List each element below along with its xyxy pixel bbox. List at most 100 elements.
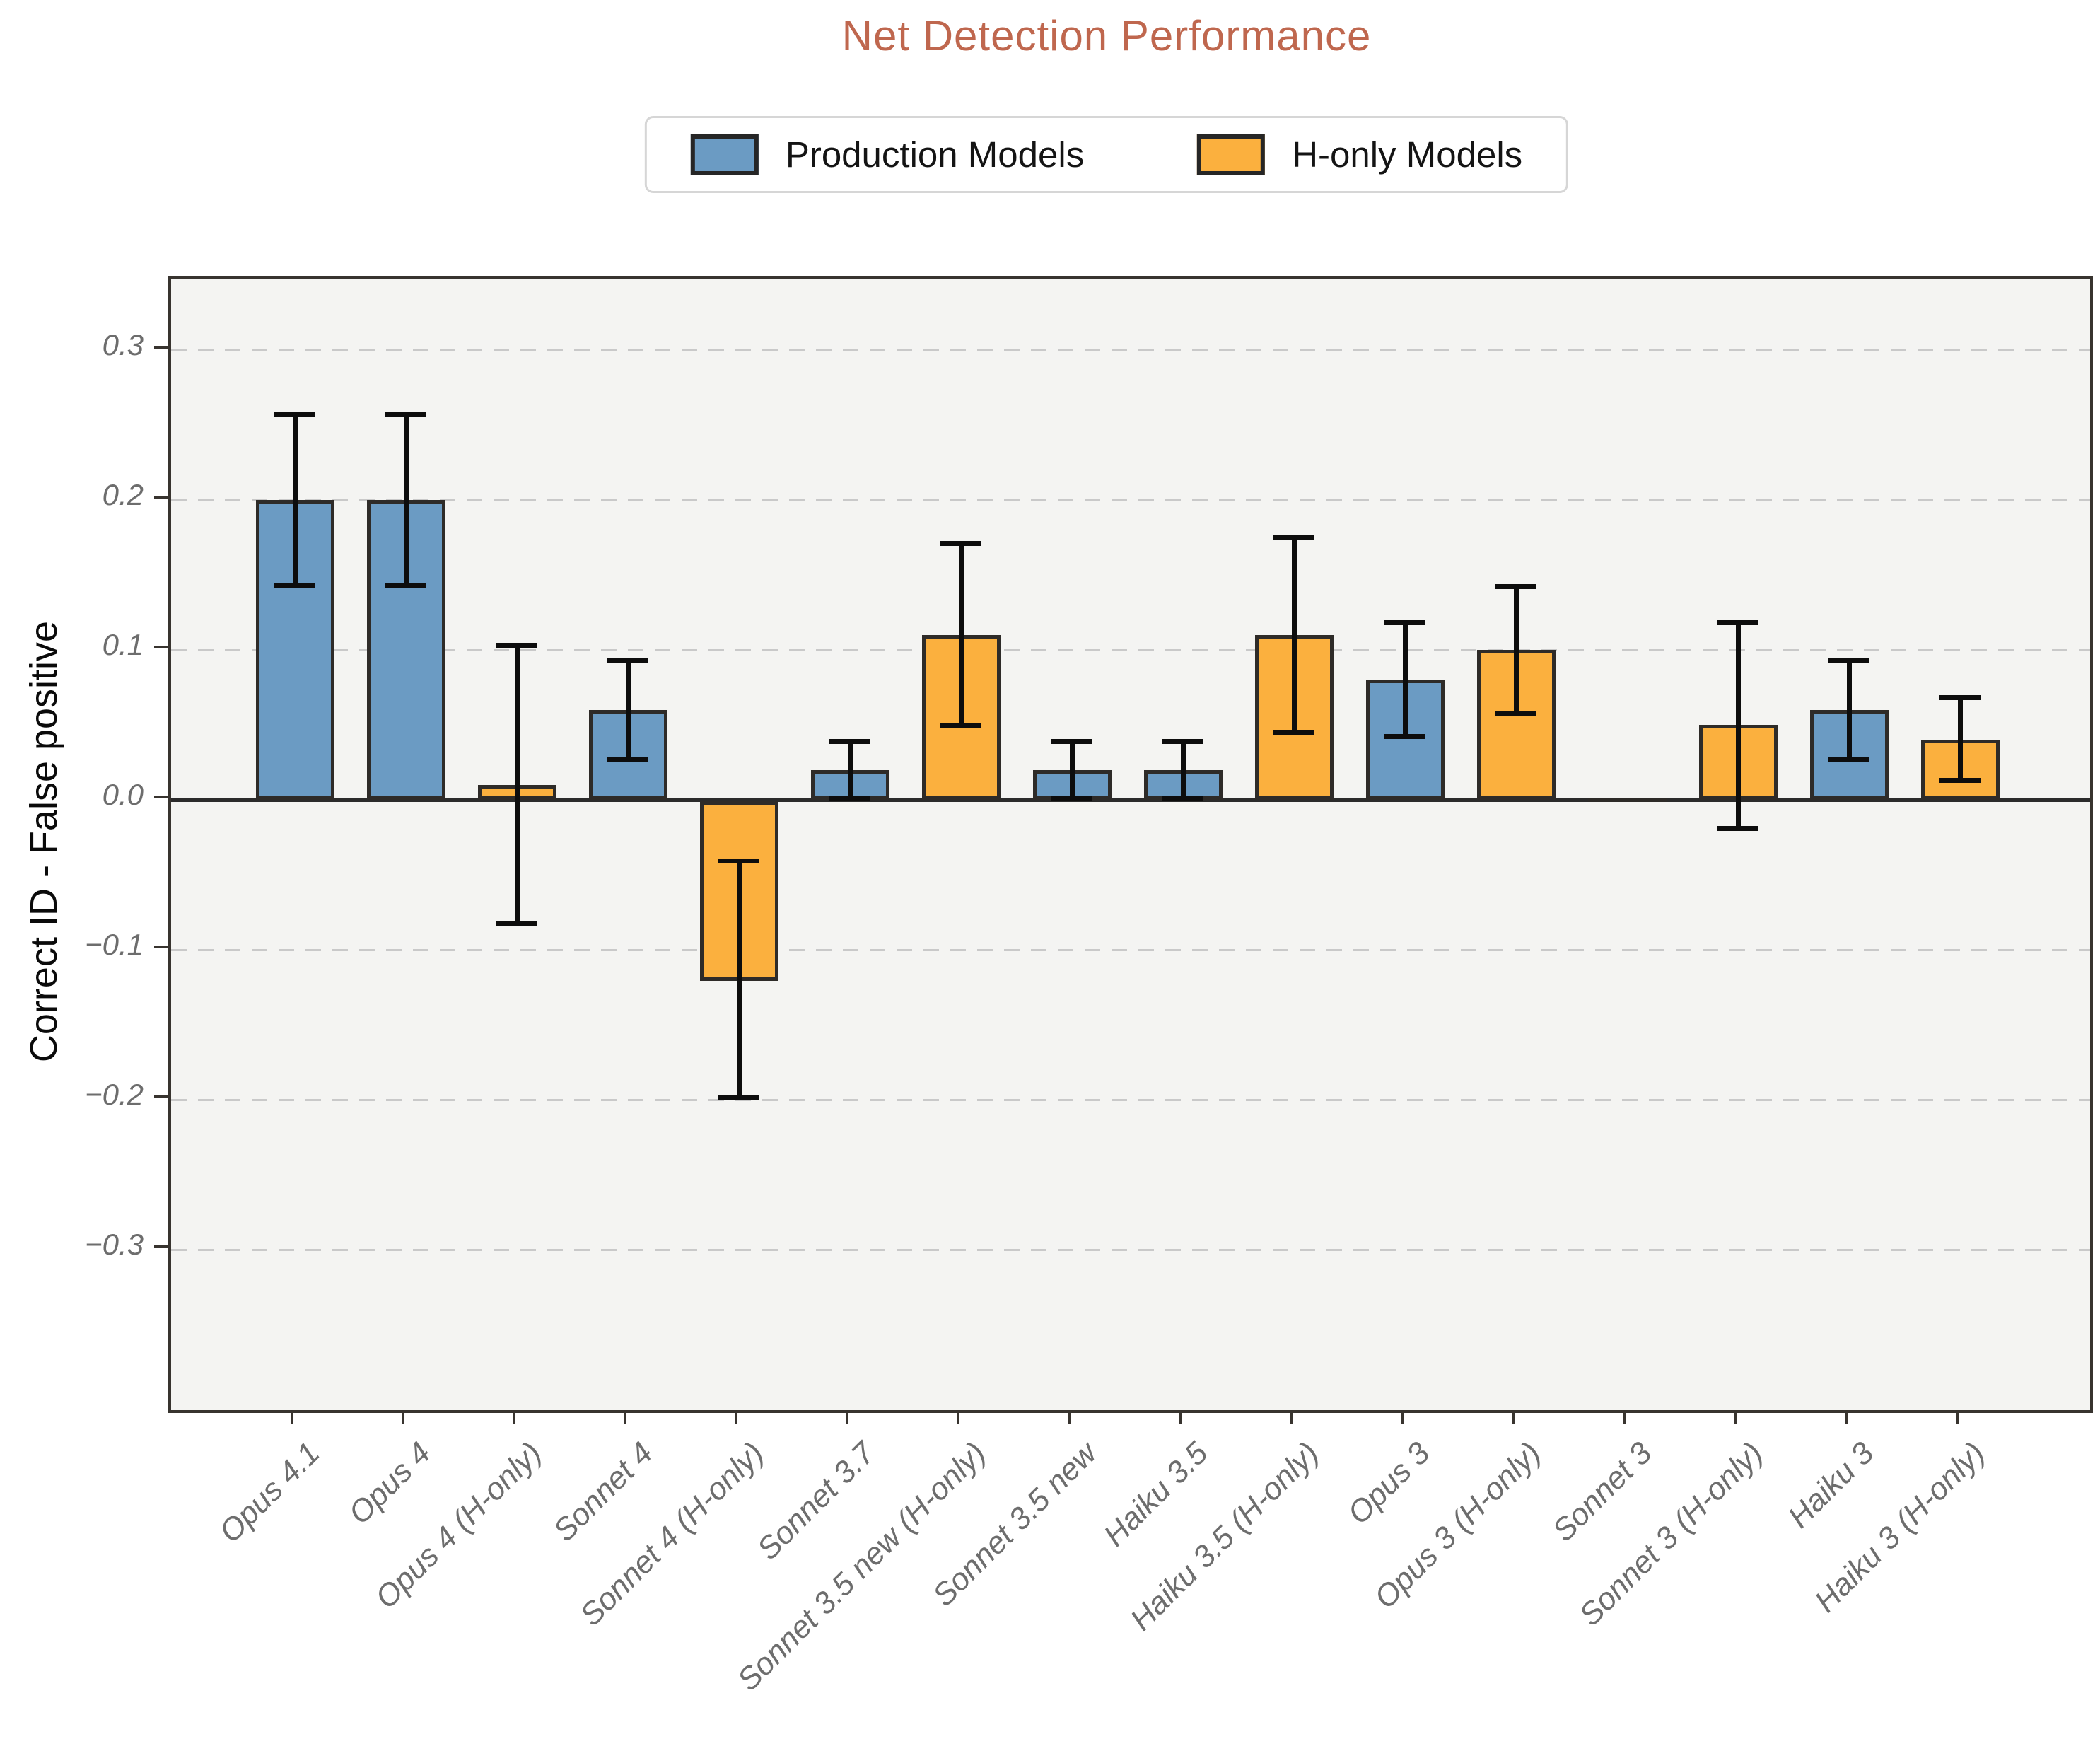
error-cap-top-haiku-3-h-only — [1939, 695, 1981, 701]
legend-swatch-production — [690, 134, 759, 175]
x-tick-label-haiku-3: Haiku 3 — [1781, 1436, 1881, 1535]
error-bar-opus-3 — [1402, 622, 1408, 737]
error-cap-top-haiku-3 — [1828, 658, 1869, 663]
x-tick-label-sonnet-4-h-only: Sonnet 4 (H-only) — [573, 1436, 771, 1633]
error-cap-top-opus-4.1 — [274, 412, 315, 417]
error-bar-sonnet-3.7 — [847, 741, 853, 798]
error-cap-top-sonnet-4 — [607, 658, 648, 663]
error-cap-bottom-sonnet-3-h-only — [1717, 825, 1758, 831]
x-tick-mark — [846, 1410, 848, 1424]
error-bar-haiku-3-h-only — [1957, 697, 1963, 781]
error-cap-bottom-opus-4 — [385, 583, 426, 588]
x-tick-label-haiku-3.5: Haiku 3.5 — [1097, 1436, 1215, 1554]
x-tick-mark — [957, 1410, 959, 1424]
error-bar-sonnet-4-h-only — [736, 861, 742, 1098]
x-tick-label-opus-4.1: Opus 4.1 — [212, 1436, 327, 1549]
y-tick-label: 0.3 — [102, 328, 144, 361]
gridline-y-minus-0.3 — [171, 1249, 2090, 1251]
gridline-y-0.1 — [171, 649, 2090, 651]
error-cap-top-opus-3 — [1384, 620, 1425, 626]
error-cap-bottom-sonnet-4-h-only — [718, 1095, 759, 1101]
legend-label: H-only Models — [1292, 134, 1523, 175]
error-cap-bottom-sonnet-4 — [607, 757, 648, 762]
gridline-y-0.3 — [171, 349, 2090, 351]
error-cap-bottom-opus-3 — [1384, 734, 1425, 740]
error-bar-opus-4 — [403, 414, 409, 586]
zero-line — [171, 798, 2090, 802]
x-tick-mark — [1956, 1410, 1959, 1424]
x-tick-mark — [1068, 1410, 1071, 1424]
y-tick-label: 0.2 — [102, 478, 144, 511]
error-bar-haiku-3.5-h-only — [1291, 537, 1297, 733]
y-tick-mark — [154, 496, 168, 499]
error-cap-top-opus-4 — [385, 412, 426, 417]
error-cap-bottom-sonnet-3.5-new — [1051, 796, 1092, 801]
y-tick-mark — [154, 646, 168, 648]
x-tick-mark — [1290, 1410, 1293, 1424]
plot-area — [168, 276, 2093, 1413]
error-cap-top-sonnet-3-h-only — [1717, 620, 1758, 626]
error-cap-bottom-opus-4.1 — [274, 583, 315, 588]
error-cap-top-sonnet-3.5-new-h-only — [940, 540, 981, 546]
y-tick-label: −0.2 — [85, 1078, 144, 1111]
legend-swatch-h_only — [1197, 134, 1266, 175]
error-cap-top-sonnet-4-h-only — [718, 859, 759, 864]
error-cap-bottom-haiku-3 — [1828, 757, 1869, 762]
error-cap-top-opus-4-h-only — [496, 643, 537, 648]
x-tick-label-sonnet-3: Sonnet 3 — [1546, 1436, 1659, 1549]
y-tick-label: 0.0 — [102, 778, 144, 811]
x-tick-mark — [1401, 1410, 1404, 1424]
y-tick-label: −0.1 — [85, 928, 144, 961]
error-bar-opus-3-h-only — [1513, 586, 1519, 714]
error-cap-bottom-haiku-3-h-only — [1939, 777, 1981, 783]
gridline-y-0.2 — [171, 499, 2090, 501]
x-tick-label-sonnet-3-h-only: Sonnet 3 (H-only) — [1573, 1436, 1770, 1633]
error-bar-haiku-3.5 — [1180, 741, 1186, 798]
error-cap-top-opus-3-h-only — [1495, 584, 1536, 590]
x-tick-mark — [1845, 1410, 1848, 1424]
y-tick-mark — [154, 346, 168, 349]
x-tick-label-opus-4: Opus 4 — [342, 1436, 438, 1531]
y-tick-mark — [154, 1245, 168, 1248]
error-cap-bottom-sonnet-3.5-new-h-only — [940, 722, 981, 728]
x-tick-mark — [291, 1410, 293, 1424]
legend-item-production: Production Models — [690, 134, 1085, 175]
error-bar-sonnet-3-h-only — [1735, 622, 1741, 829]
x-tick-mark — [1734, 1410, 1737, 1424]
y-tick-mark — [154, 796, 168, 798]
legend-label: Production Models — [785, 134, 1085, 175]
x-tick-mark — [1623, 1410, 1626, 1424]
legend-item-h_only: H-only Models — [1197, 134, 1522, 175]
error-cap-bottom-haiku-3.5 — [1162, 796, 1203, 801]
error-cap-top-haiku-3.5-h-only — [1273, 535, 1314, 540]
error-cap-bottom-haiku-3.5-h-only — [1273, 730, 1314, 735]
y-tick-mark — [154, 946, 168, 948]
error-cap-bottom-sonnet-3.7 — [829, 796, 870, 801]
bar-sonnet-3 — [1587, 798, 1667, 802]
x-tick-mark — [513, 1410, 515, 1424]
x-tick-mark — [1512, 1410, 1515, 1424]
x-tick-mark — [624, 1410, 626, 1424]
error-cap-top-haiku-3.5 — [1162, 738, 1203, 744]
y-tick-mark — [154, 1095, 168, 1098]
error-cap-top-sonnet-3.5-new — [1051, 738, 1092, 744]
x-tick-mark — [735, 1410, 737, 1424]
y-tick-label: 0.1 — [102, 628, 144, 661]
chart-title: Net Detection Performance — [841, 12, 1372, 59]
x-tick-label-sonnet-4: Sonnet 4 — [547, 1436, 660, 1549]
error-bar-opus-4-h-only — [514, 645, 520, 924]
x-tick-mark — [402, 1410, 404, 1424]
gridline-y-minus-0.1 — [171, 949, 2090, 951]
x-tick-label-haiku-3.5-h-only: Haiku 3.5 (H-only) — [1124, 1436, 1326, 1638]
error-bar-haiku-3 — [1846, 660, 1852, 760]
y-axis-label: Correct ID - False positive — [23, 620, 65, 1063]
x-tick-mark — [1179, 1410, 1182, 1424]
bar-opus-4.1 — [255, 500, 334, 800]
error-bar-sonnet-4 — [625, 660, 631, 760]
gridline-y-minus-0.2 — [171, 1099, 2090, 1101]
y-tick-label: −0.3 — [85, 1228, 144, 1261]
x-tick-label-opus-3: Opus 3 — [1341, 1436, 1437, 1531]
error-cap-top-sonnet-3.7 — [829, 738, 870, 744]
error-bar-opus-4.1 — [292, 414, 298, 586]
